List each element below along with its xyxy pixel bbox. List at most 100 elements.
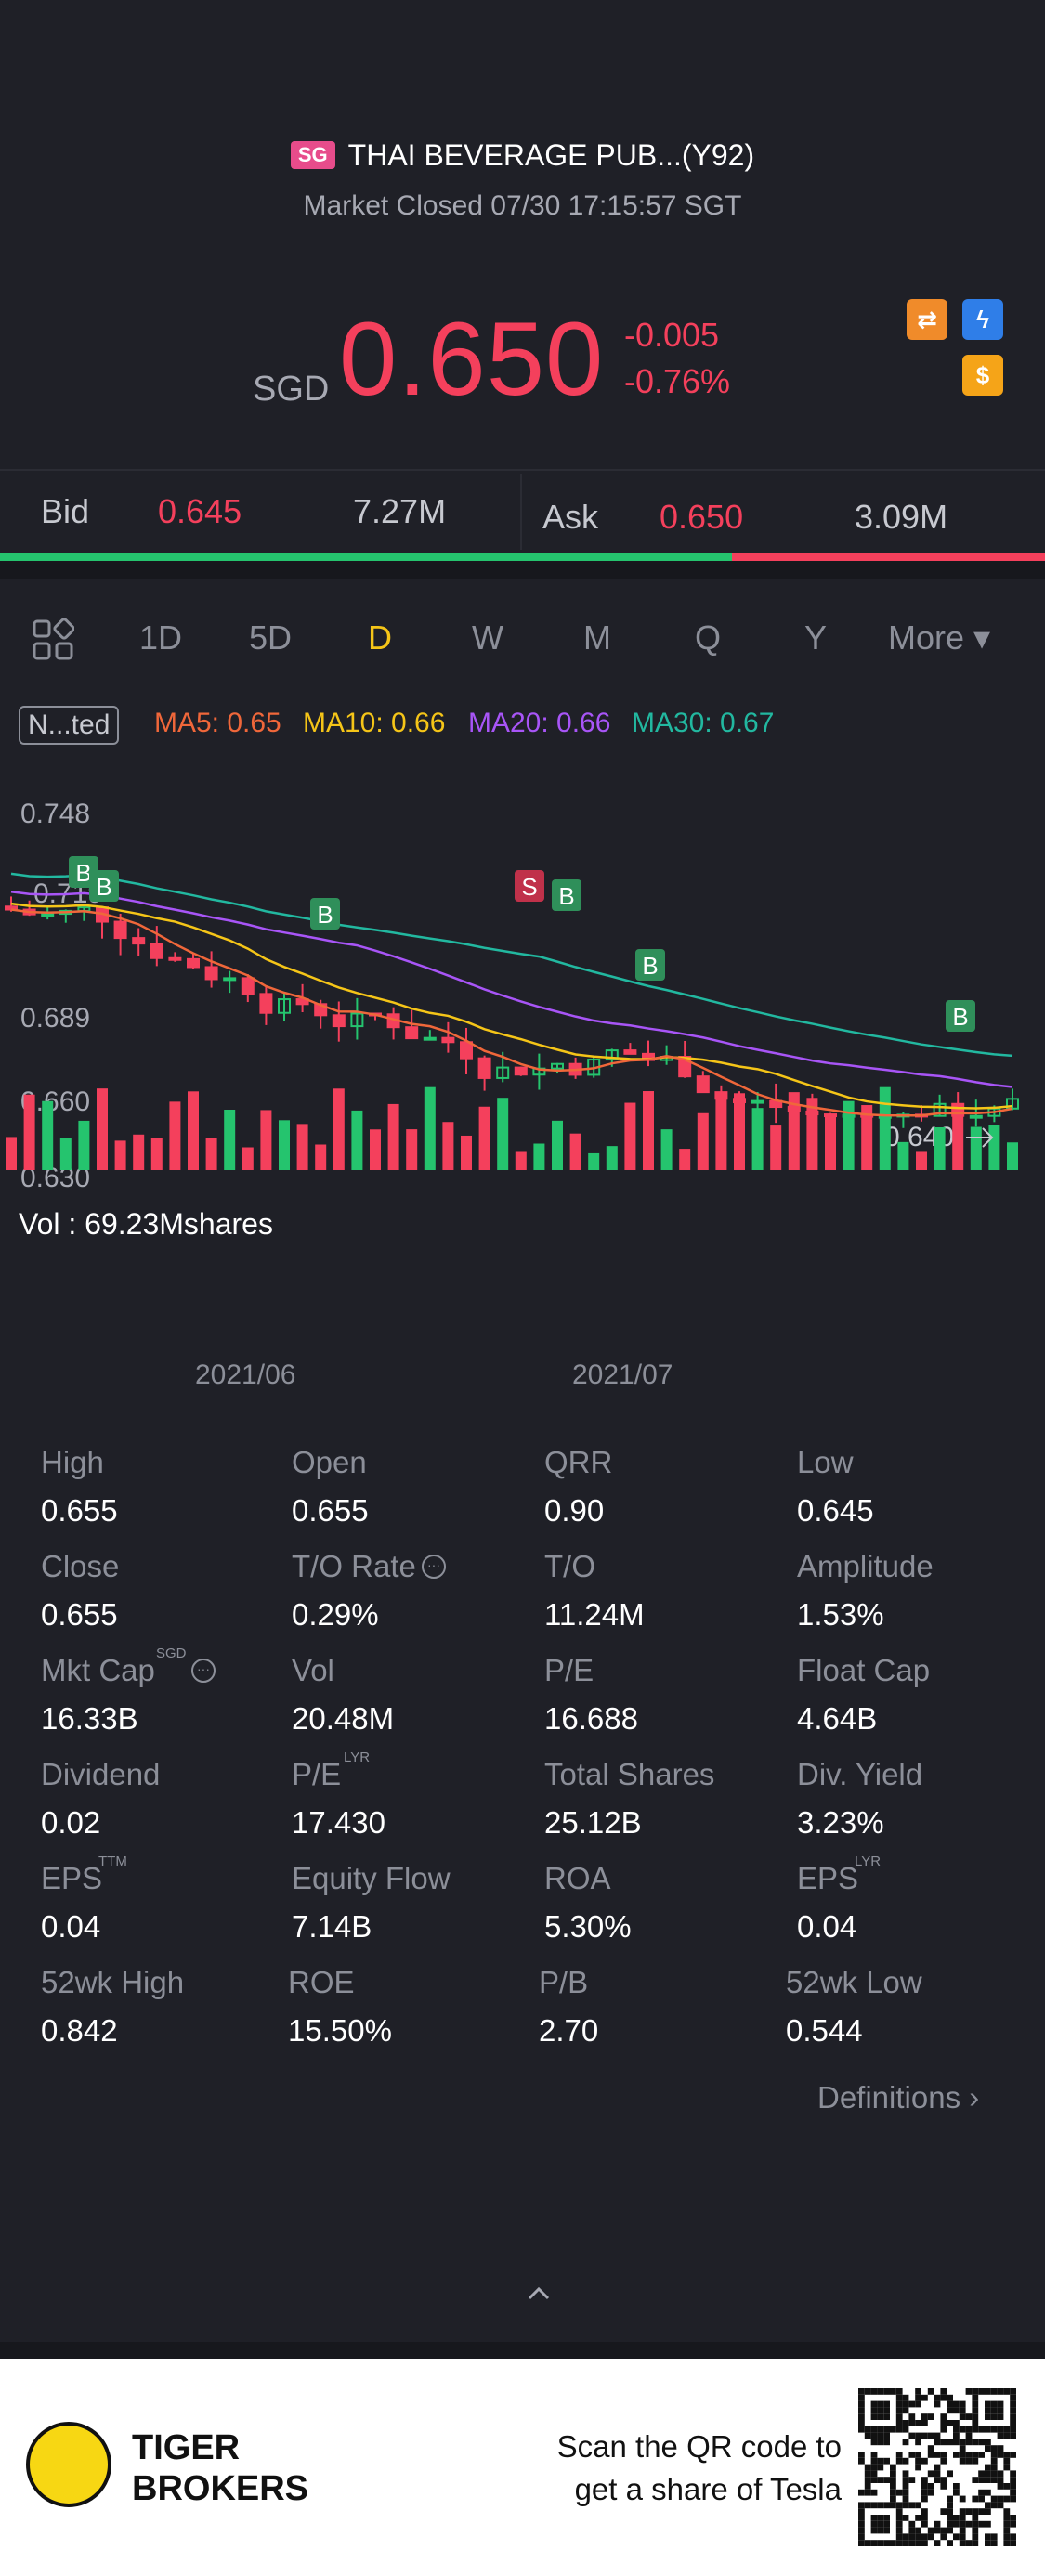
qr-module	[947, 2400, 953, 2408]
qr-module	[965, 2457, 973, 2465]
qr-module	[1003, 2452, 1011, 2458]
definitions-link[interactable]: Definitions ›	[817, 2080, 979, 2115]
qr-module	[858, 2508, 865, 2515]
qr-module	[895, 2533, 903, 2541]
qr-module	[927, 2432, 934, 2439]
market-status: Market Closed 07/30 17:15:57 SGT	[303, 190, 742, 221]
volume-bar	[715, 1092, 727, 1170]
qr-module	[902, 2394, 909, 2401]
qr-module	[990, 2452, 998, 2458]
qr-module	[978, 2477, 985, 2483]
qr-module	[990, 2388, 998, 2395]
qr-module	[959, 2508, 966, 2515]
qr-module	[895, 2426, 903, 2433]
volume-bar	[424, 1086, 436, 1170]
volume-bar	[224, 1109, 236, 1170]
qr-module	[902, 2489, 909, 2496]
volume-bar	[442, 1122, 454, 1170]
qr-module	[985, 2400, 991, 2408]
stat-value: 0.29%	[292, 1597, 379, 1632]
volume-bar	[952, 1103, 964, 1170]
volume-bar	[897, 1141, 909, 1170]
qr-module	[864, 2426, 871, 2433]
tab-week[interactable]: W	[472, 618, 503, 657]
candle-body	[751, 1099, 764, 1104]
chevron-up-icon[interactable]	[526, 2280, 552, 2306]
info-icon[interactable]: ···	[422, 1555, 446, 1579]
qr-module	[940, 2452, 947, 2458]
qr-module	[985, 2445, 991, 2452]
qr-module	[940, 2527, 947, 2534]
qr-module	[985, 2407, 991, 2414]
qr-module	[953, 2489, 960, 2496]
qr-module	[953, 2420, 960, 2426]
tab-day[interactable]: D	[368, 618, 392, 657]
volume-bar	[478, 1106, 490, 1170]
stat-value: 16.688	[544, 1701, 638, 1736]
qr-module	[883, 2527, 890, 2534]
qr-module	[858, 2413, 865, 2420]
candle-body	[696, 1075, 710, 1094]
qr-module	[908, 2520, 916, 2528]
candle-body	[441, 1036, 455, 1044]
period-tabs: 1D 5D D W M Q Y More ▾	[0, 604, 1045, 678]
bid-volume: 7.27M	[353, 492, 447, 530]
qr-module	[985, 2388, 991, 2395]
qr-module	[997, 2470, 1004, 2478]
qr-code-icon[interactable]	[858, 2388, 1016, 2546]
lightning-icon[interactable]: ϟ	[962, 299, 1003, 340]
qr-module	[947, 2470, 953, 2478]
qr-module	[883, 2457, 890, 2465]
qr-module	[1010, 2483, 1016, 2490]
qr-module	[915, 2502, 921, 2509]
qr-module	[902, 2420, 909, 2426]
qr-module	[1003, 2508, 1011, 2515]
indicator-selector[interactable]: N...ted	[19, 706, 120, 745]
qr-module	[959, 2400, 966, 2408]
tab-5d[interactable]: 5D	[249, 618, 293, 657]
stat-value: 0.655	[41, 1597, 118, 1632]
qr-module	[877, 2432, 884, 2439]
qr-module	[990, 2502, 998, 2509]
candlestick-chart[interactable]: B BBS BBB	[0, 780, 1045, 1356]
volume-bar	[406, 1129, 418, 1170]
tab-year[interactable]: Y	[804, 618, 828, 657]
tab-month[interactable]: M	[583, 618, 611, 657]
qr-module	[890, 2540, 896, 2546]
qr-module	[997, 2400, 1004, 2408]
tab-quarter[interactable]: Q	[695, 618, 722, 657]
qr-module	[858, 2533, 865, 2541]
qr-module	[947, 2420, 953, 2426]
ask-label: Ask	[542, 498, 599, 536]
qr-module	[1010, 2533, 1016, 2541]
qr-module	[953, 2520, 960, 2528]
tab-1d[interactable]: 1D	[139, 618, 183, 657]
qr-module	[1010, 2394, 1016, 2401]
qr-module	[858, 2540, 865, 2546]
volume-bar	[533, 1143, 545, 1170]
qr-module	[890, 2483, 896, 2490]
qr-module	[877, 2515, 884, 2521]
qr-module	[921, 2508, 928, 2515]
info-icon[interactable]: ···	[191, 1659, 216, 1683]
qr-module	[908, 2420, 916, 2426]
dollar-icon[interactable]: $	[962, 355, 1003, 396]
qr-module	[895, 2407, 903, 2414]
layout-grid-icon[interactable]	[32, 618, 74, 661]
qr-module	[927, 2452, 934, 2458]
qr-module	[877, 2388, 884, 2395]
qr-module	[877, 2407, 884, 2414]
stat-value: 0.04	[797, 1909, 857, 1944]
qr-module	[953, 2452, 960, 2458]
signal-label: B	[558, 882, 574, 910]
margin-icon[interactable]: ⇄	[907, 299, 947, 340]
candle-body	[41, 913, 55, 917]
volume-bar	[624, 1102, 636, 1170]
qr-module	[883, 2520, 890, 2528]
qr-module	[972, 2508, 979, 2515]
qr-module	[915, 2432, 921, 2439]
qr-module	[895, 2515, 903, 2521]
qr-module	[934, 2477, 941, 2483]
tab-more[interactable]: More ▾	[888, 618, 991, 657]
qr-module	[1003, 2432, 1011, 2439]
